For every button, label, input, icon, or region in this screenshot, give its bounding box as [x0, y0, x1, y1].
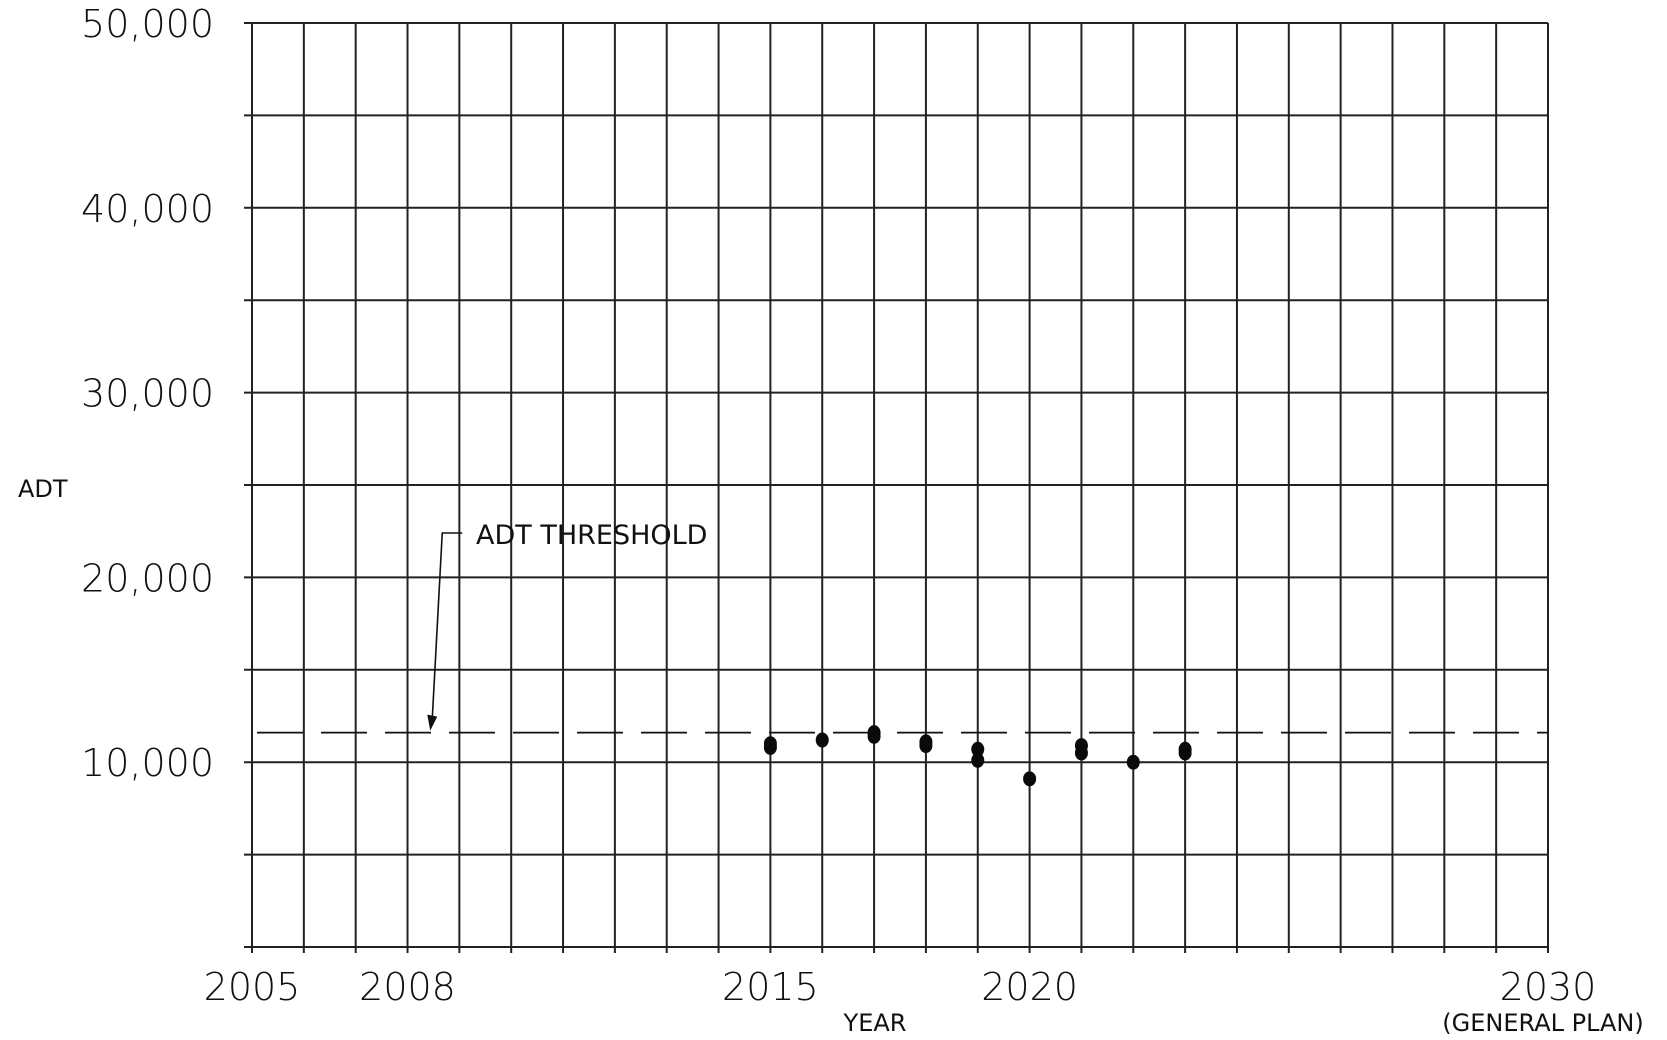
data-point — [1023, 771, 1037, 787]
data-point — [815, 732, 829, 748]
x-tick-label: 2015 — [722, 965, 819, 1009]
x-tick-sublabel: (GENERAL PLAN) — [1442, 1009, 1644, 1037]
y-tick-labels: 10,000 20,000 30,000 40,000 50,000 — [81, 2, 214, 785]
data-point — [971, 752, 985, 768]
data-point — [1178, 745, 1192, 761]
threshold-arrowhead — [427, 714, 438, 731]
data-point — [763, 739, 777, 755]
y-tick-label: 50,000 — [81, 2, 214, 46]
grid — [244, 22, 1549, 953]
y-tick-label: 40,000 — [81, 187, 214, 231]
y-tick-label: 10,000 — [81, 741, 214, 785]
data-point — [919, 738, 933, 754]
x-tick-labels: 2005 2008 2015 2020 2030(GENERAL PLAN) — [204, 965, 1644, 1037]
data-point — [867, 728, 881, 744]
threshold-layer — [257, 532, 1548, 734]
data-point — [1126, 754, 1140, 770]
threshold-leader-line — [431, 532, 463, 719]
x-axis-title: YEAR — [843, 1009, 907, 1037]
data-point — [1074, 745, 1088, 761]
y-axis-title: ADT — [18, 475, 68, 503]
x-tick-label: 2008 — [359, 965, 456, 1009]
data-point — [971, 741, 985, 757]
x-tick-label: 2005 — [204, 965, 301, 1009]
data-points — [763, 725, 1192, 787]
y-tick-label: 30,000 — [81, 372, 214, 416]
x-tick-label: 2030 — [1500, 965, 1597, 1009]
threshold-annotation: ADT THRESHOLD — [476, 520, 707, 551]
y-tick-label: 20,000 — [81, 556, 214, 600]
x-tick-label: 2020 — [981, 965, 1078, 1009]
